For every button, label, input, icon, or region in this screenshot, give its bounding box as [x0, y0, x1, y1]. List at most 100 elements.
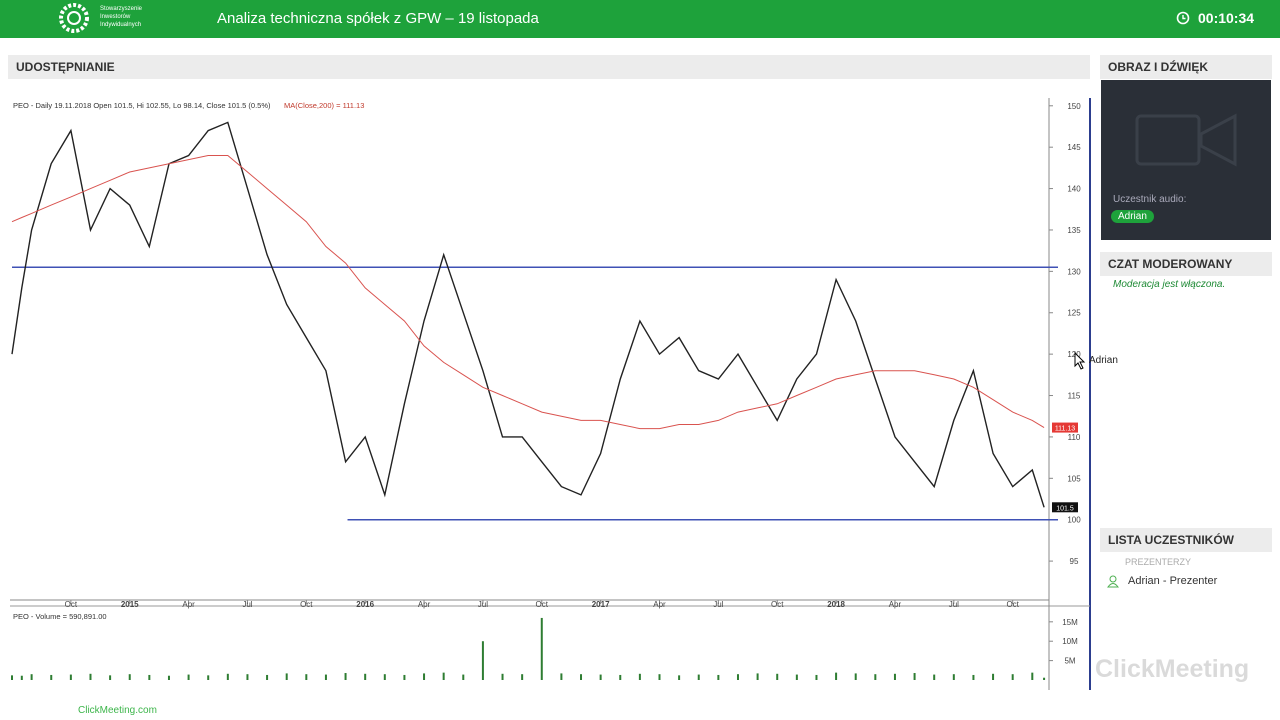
x-tick-label: Jul — [478, 600, 488, 609]
volume-bar — [736, 674, 739, 680]
x-tick-label: Oct — [300, 600, 313, 609]
x-tick-label: Oct — [65, 600, 78, 609]
price-tag — [1052, 502, 1078, 513]
logo-text: Stowarzyszenie Inwestorów Indywidualnych — [100, 5, 142, 29]
volume-bar — [697, 674, 700, 680]
volume-bar — [756, 673, 759, 680]
volume-bar — [854, 673, 857, 680]
volume-bar — [305, 674, 308, 680]
y-tick-label: 100 — [1067, 516, 1081, 525]
x-tick-label: Oct — [1006, 600, 1019, 609]
price-tag-label: 101.5 — [1056, 505, 1074, 512]
price-tag-label: 111.13 — [1055, 426, 1075, 433]
y-tick-label: 105 — [1067, 474, 1081, 483]
cursor-label: Adrian — [1089, 355, 1118, 366]
volume-bar — [795, 674, 798, 680]
participant[interactable]: Adrian - Prezenter — [1128, 575, 1218, 587]
volume-bar — [11, 675, 13, 680]
volume-bar — [442, 672, 445, 680]
volume-bar — [20, 675, 23, 680]
volume-bar — [776, 673, 779, 680]
y-tick-label: 130 — [1067, 267, 1081, 276]
x-tick-label: Apr — [889, 600, 902, 609]
logo-line: Stowarzyszenie — [100, 6, 143, 12]
logo — [59, 3, 89, 33]
audio-label: Uczestnik audio: — [1113, 194, 1187, 205]
panel-header: OBRAZ I DŹWIĘK — [1100, 55, 1272, 79]
x-tick-label: Oct — [771, 600, 784, 609]
panel-header: CZAT MODEROWANY — [1100, 252, 1272, 276]
volume-bar — [599, 674, 602, 680]
volume-bar — [717, 674, 720, 680]
volume-bar — [30, 674, 33, 680]
cursor: Adrian — [1074, 351, 1118, 375]
volume-bar — [148, 674, 151, 680]
header: Stowarzyszenie Inwestorów Indywidualnych… — [0, 0, 1280, 38]
volume-bar — [952, 674, 955, 680]
volume-bar — [658, 674, 661, 680]
x-tick-label: Jul — [713, 600, 723, 609]
volume-bar — [266, 674, 269, 680]
cursor-icon — [1074, 351, 1086, 370]
clock-icon — [1176, 11, 1190, 25]
volume-bar — [423, 673, 426, 680]
volume-bar — [835, 672, 838, 680]
volume-bar — [324, 674, 327, 680]
y-tick-label: 115 — [1068, 392, 1081, 401]
volume-tick-label: 5M — [1064, 657, 1075, 666]
panel-header: UDOSTĘPNIANIE — [8, 55, 1090, 79]
volume-bar — [50, 674, 53, 680]
stock-chart: PEO - Daily 19.11.2018 Open 101.5, Hi 10… — [10, 98, 1092, 690]
volume-bar — [207, 675, 210, 680]
volume-bar — [815, 674, 818, 680]
y-tick-label: 110 — [1068, 433, 1081, 442]
volume-bar — [619, 674, 622, 680]
video-box: Uczestnik audio: Adrian — [1101, 80, 1271, 240]
ma-title: MA(Close,200) = 111.13 — [284, 101, 364, 110]
footer-link[interactable]: ClickMeeting.com — [78, 705, 157, 716]
chart-bg — [10, 98, 1092, 690]
volume-bar — [972, 674, 975, 680]
volume-bar — [580, 674, 583, 680]
volume-bar — [167, 675, 170, 680]
volume-bar — [560, 673, 563, 680]
volume-bar — [128, 674, 131, 680]
volume-bar — [344, 673, 347, 680]
audio-user[interactable]: Adrian — [1111, 210, 1154, 223]
x-tick-label: Oct — [536, 600, 549, 609]
volume-bar — [403, 674, 406, 680]
x-tick-label: Apr — [182, 600, 195, 609]
participants-group[interactable]: PREZENTERZY — [1125, 557, 1192, 567]
y-tick-label: 120 — [1067, 350, 1081, 359]
x-tick-label: 2018 — [827, 600, 845, 609]
volume-bar — [521, 674, 524, 680]
logo-line: Indywidualnych — [100, 22, 142, 28]
volume-bar — [69, 674, 72, 680]
watermark: ClickMeeting — [1095, 655, 1250, 683]
volume-bar — [992, 673, 995, 680]
volume-bar — [364, 673, 367, 680]
volume-bar — [1011, 674, 1014, 680]
volume-bar — [285, 673, 288, 680]
x-tick-label: Apr — [653, 600, 666, 609]
y-tick-label: 145 — [1067, 143, 1081, 152]
volume-bar — [1031, 672, 1034, 680]
y-tick-label: 95 — [1070, 557, 1079, 566]
volume-bar — [246, 674, 249, 680]
volume-bar — [501, 673, 504, 680]
x-tick-label: Jul — [949, 600, 959, 609]
volume-bar — [187, 674, 190, 680]
y-tick-label: 140 — [1067, 185, 1081, 194]
y-tick-label: 150 — [1067, 102, 1081, 111]
chart-title: PEO - Daily 19.11.2018 Open 101.5, Hi 10… — [13, 101, 271, 110]
volume-title: PEO - Volume = 590,891.00 — [13, 612, 107, 621]
y-tick-label: 135 — [1067, 226, 1081, 235]
y-tick-label: 125 — [1067, 309, 1081, 318]
volume-bar — [109, 675, 112, 680]
x-tick-label: 2016 — [356, 600, 374, 609]
webinar-title: Analiza techniczna spółek z GPW – 19 lis… — [217, 10, 539, 27]
volume-bar — [226, 673, 229, 680]
volume-tick-label: 10M — [1062, 637, 1078, 646]
timer: 00:10:34 — [1198, 10, 1255, 26]
volume-bar — [678, 675, 681, 680]
